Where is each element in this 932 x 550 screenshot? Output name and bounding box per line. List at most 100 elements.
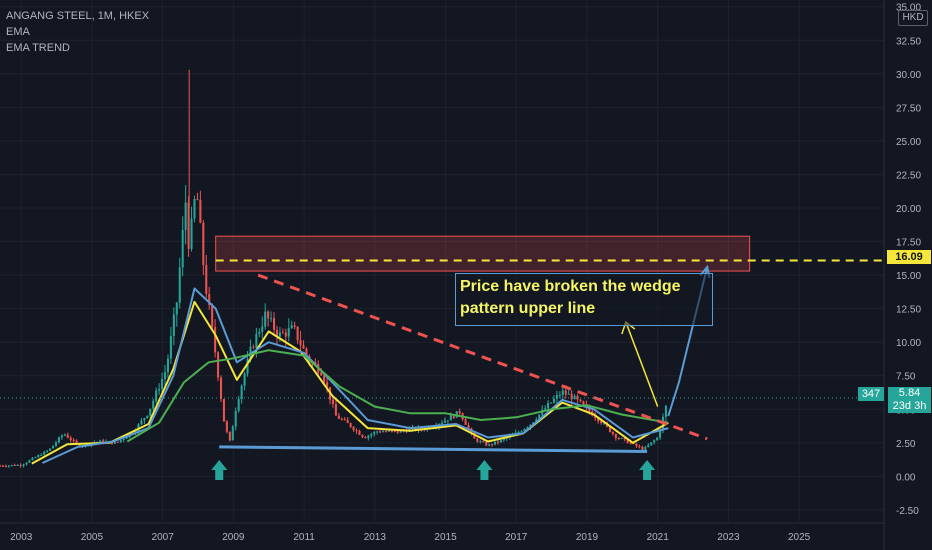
candle-body bbox=[222, 399, 225, 422]
y-tick-label: 20.00 bbox=[896, 204, 921, 215]
ema-line-fast bbox=[31, 300, 669, 465]
candle-body bbox=[656, 437, 659, 441]
y-tick-label: 25.00 bbox=[896, 137, 921, 148]
candle-body bbox=[367, 435, 370, 439]
candle-body bbox=[290, 325, 293, 329]
candle-body bbox=[137, 424, 140, 432]
candle-body bbox=[482, 441, 485, 443]
annotation-text[interactable]: Price have broken the wedge pattern uppe… bbox=[460, 276, 710, 320]
candle-body bbox=[217, 352, 220, 378]
legend-ema-trend[interactable]: EMA TREND bbox=[6, 42, 70, 54]
candle-body bbox=[323, 375, 326, 383]
candle-body bbox=[231, 426, 234, 441]
y-tick-label: 32.50 bbox=[896, 36, 921, 47]
candle-body bbox=[34, 457, 37, 459]
candle-body bbox=[158, 388, 161, 391]
candle-body bbox=[561, 390, 564, 396]
candle-body bbox=[452, 415, 455, 418]
up-arrow-icon bbox=[211, 460, 228, 480]
last-price-value: 5.84 bbox=[898, 387, 921, 399]
candle-body bbox=[355, 430, 358, 432]
candle-body bbox=[193, 199, 196, 219]
candle-body bbox=[320, 372, 323, 376]
candle-body bbox=[370, 434, 373, 436]
up-arrow-icon bbox=[639, 460, 656, 480]
candle-body bbox=[600, 421, 603, 424]
level-price-tag: 16.09 bbox=[887, 250, 931, 264]
candle-body bbox=[19, 464, 22, 466]
candle-body bbox=[629, 443, 632, 445]
candle-body bbox=[399, 430, 402, 433]
candle-body bbox=[57, 437, 60, 443]
x-tick-label: 2007 bbox=[152, 532, 175, 543]
candle-body bbox=[638, 446, 641, 448]
candle-body bbox=[505, 437, 508, 439]
volume-tag: 347 bbox=[858, 387, 884, 401]
candle-body bbox=[0, 465, 2, 467]
candle-body bbox=[155, 390, 158, 401]
candle-body bbox=[567, 393, 570, 395]
candle-body bbox=[302, 345, 305, 349]
candle-body bbox=[299, 340, 302, 346]
candle-body bbox=[659, 430, 662, 438]
candle-body bbox=[570, 393, 573, 400]
candle-body bbox=[187, 202, 190, 249]
candle-body bbox=[346, 419, 349, 424]
candle-body bbox=[43, 451, 46, 455]
y-tick-label: 2.50 bbox=[896, 439, 916, 450]
candle-body bbox=[255, 333, 258, 348]
candle-body bbox=[479, 441, 482, 443]
candle-body bbox=[476, 438, 479, 442]
candle-body bbox=[219, 377, 223, 400]
y-tick-label: -2.50 bbox=[896, 506, 919, 517]
y-tick-label: 30.00 bbox=[896, 70, 921, 81]
candle-body bbox=[293, 325, 296, 327]
candle-body bbox=[588, 406, 591, 412]
candle-body bbox=[361, 434, 364, 438]
candle-body bbox=[252, 346, 255, 348]
candle-body bbox=[608, 426, 611, 432]
chart-legend: ANGANG STEEL, 1M, HKEX EMA EMA TREND bbox=[6, 8, 149, 56]
candle-body bbox=[172, 314, 175, 337]
candle-body bbox=[488, 444, 491, 446]
candle-body bbox=[464, 419, 467, 425]
x-tick-label: 2023 bbox=[717, 532, 740, 543]
candle-body bbox=[66, 434, 69, 438]
candle-body bbox=[99, 440, 102, 442]
candle-body bbox=[517, 431, 520, 433]
candle-body bbox=[243, 373, 246, 386]
candle-body bbox=[544, 408, 547, 410]
annotation-box[interactable] bbox=[455, 273, 713, 326]
candle-body bbox=[502, 438, 505, 440]
legend-ema[interactable]: EMA bbox=[6, 26, 30, 38]
candle-body bbox=[373, 432, 376, 435]
candle-body bbox=[458, 411, 461, 414]
candle-body bbox=[296, 326, 299, 341]
candle-body bbox=[184, 202, 187, 230]
candle-body bbox=[258, 331, 261, 334]
y-tick-label: 12.50 bbox=[896, 305, 921, 316]
candle-body bbox=[337, 415, 340, 419]
wedge-upper-line bbox=[257, 273, 708, 441]
y-tick-label: 0.00 bbox=[896, 472, 916, 483]
candle-body bbox=[69, 437, 72, 441]
candle-body bbox=[37, 455, 40, 458]
candle-body bbox=[78, 443, 81, 447]
candle-body bbox=[146, 415, 149, 419]
candle-body bbox=[40, 454, 43, 456]
candle-body bbox=[169, 336, 172, 359]
candle-body bbox=[149, 408, 152, 416]
candle-body bbox=[143, 418, 146, 421]
candle-body bbox=[211, 305, 214, 328]
candle-body bbox=[446, 420, 449, 422]
candle-body bbox=[22, 464, 25, 466]
candle-body bbox=[166, 358, 169, 373]
legend-symbol[interactable]: ANGANG STEEL, 1M, HKEX bbox=[6, 10, 150, 22]
candle-body bbox=[152, 400, 155, 409]
annotation-line-2: pattern upper line bbox=[460, 300, 596, 317]
candle-body bbox=[611, 431, 614, 435]
candle-body bbox=[523, 428, 526, 432]
x-tick-label: 2009 bbox=[222, 532, 245, 543]
candle-body bbox=[526, 427, 529, 429]
